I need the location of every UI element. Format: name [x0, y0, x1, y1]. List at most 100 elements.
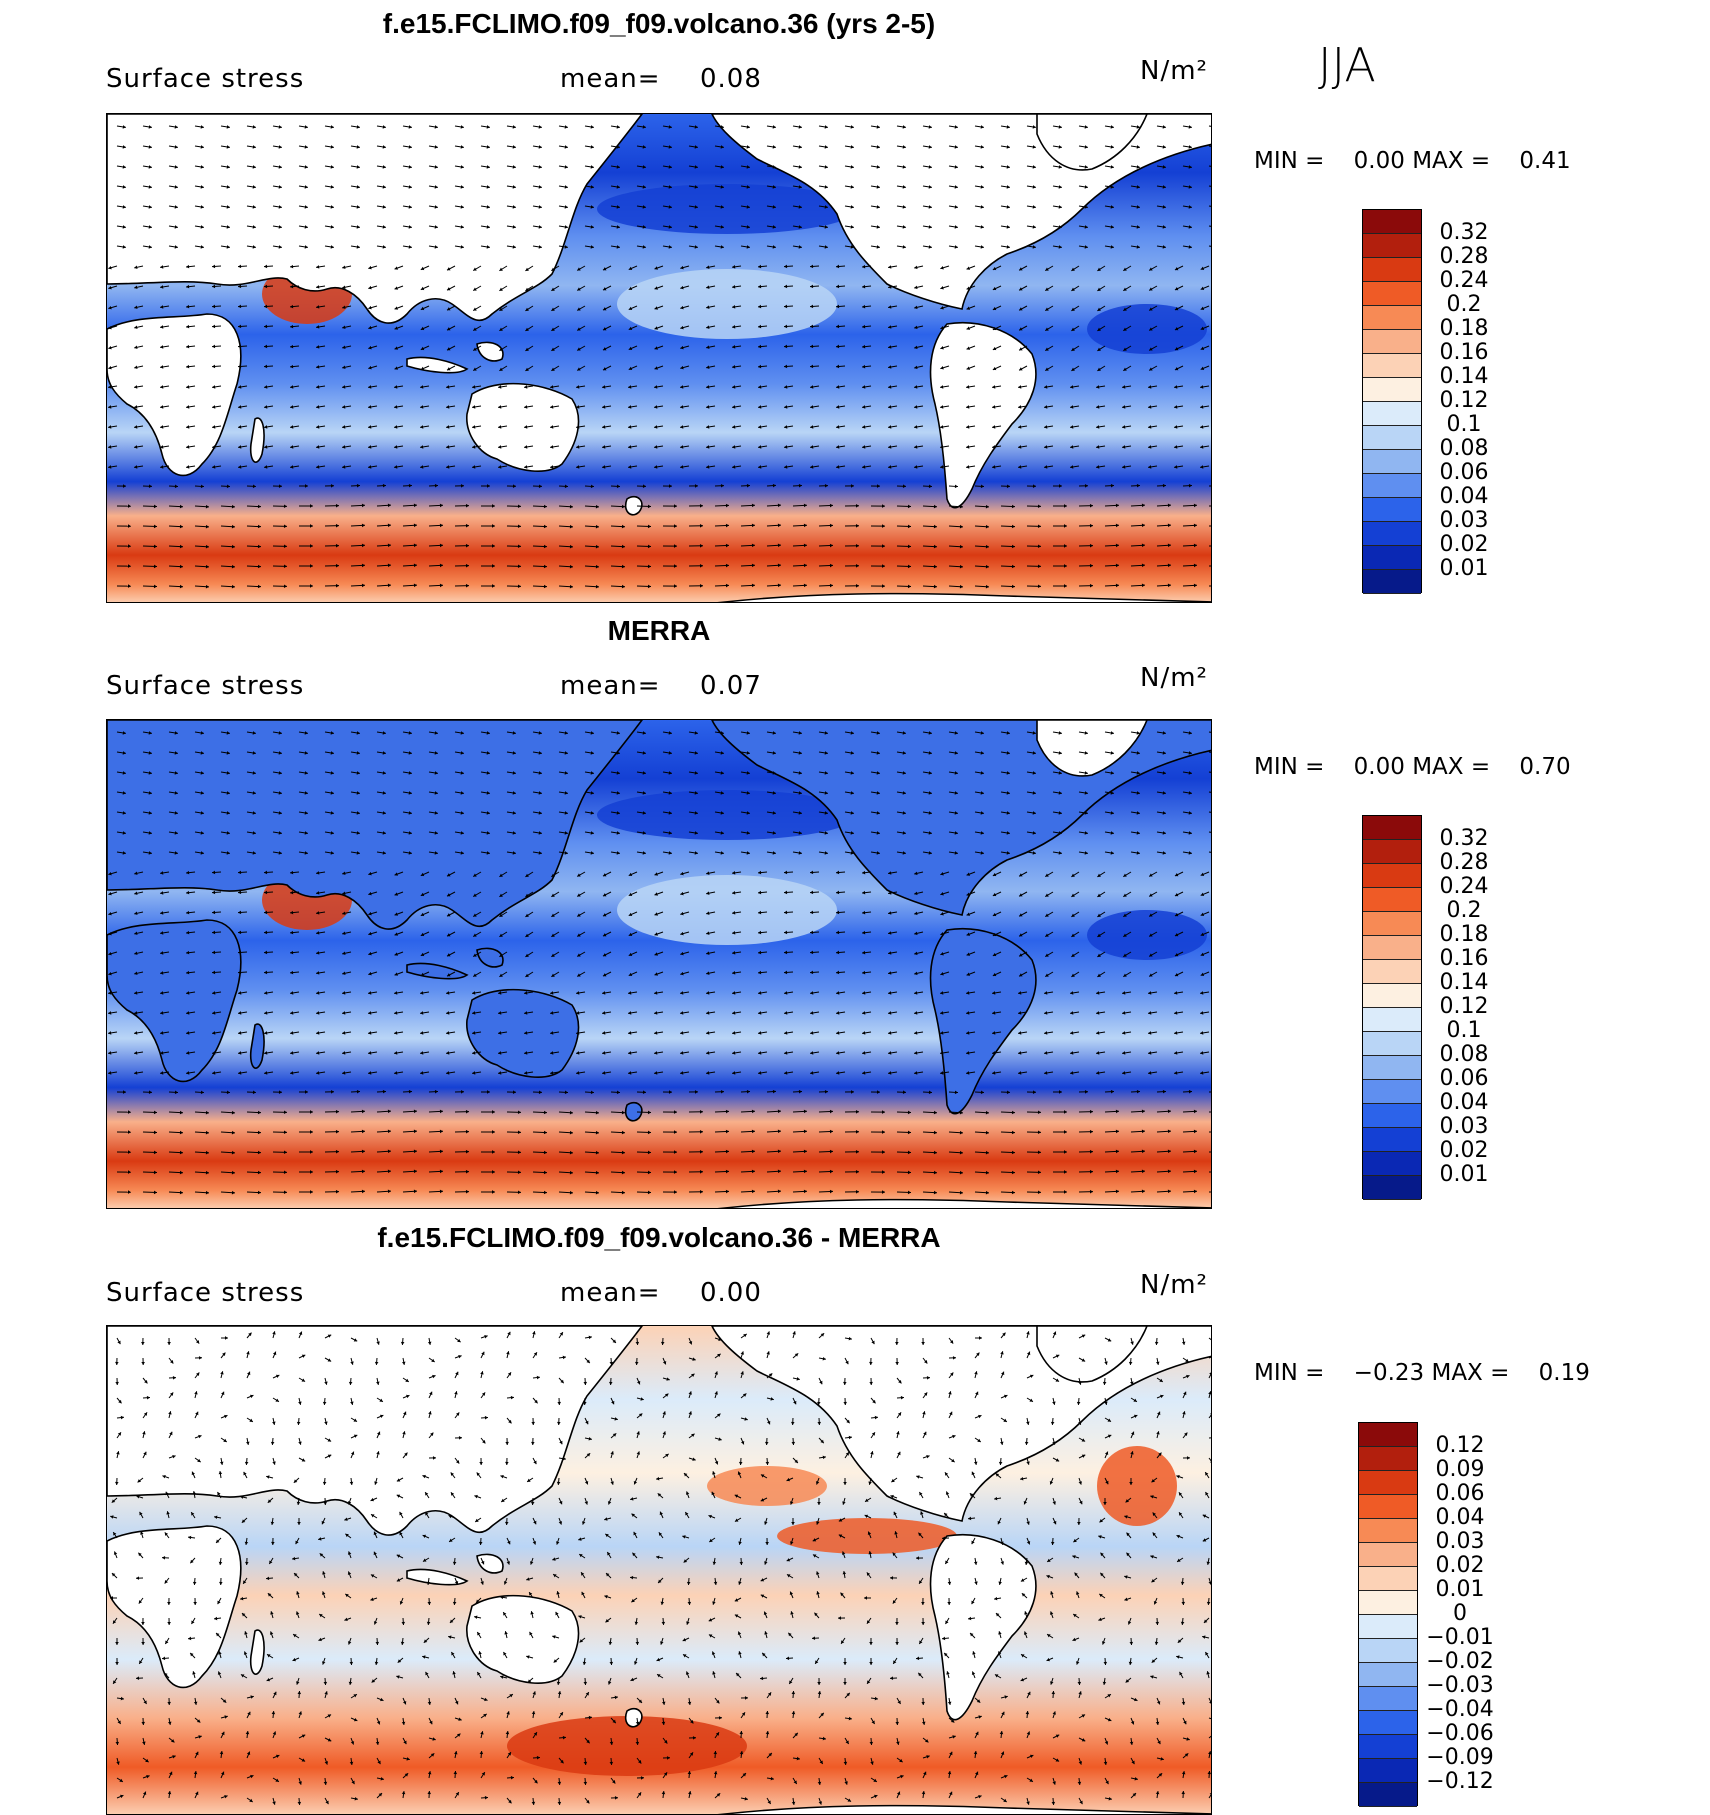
min-max-readout: MIN = 0.00 MAX = 0.70: [1254, 754, 1571, 780]
land-outline: [406, 1568, 469, 1586]
colorbar-swatch: [1359, 1471, 1417, 1495]
colorbar-tick-label: −0.01: [1426, 1625, 1494, 1650]
colorbar-tick-label: 0.06: [1435, 1481, 1485, 1506]
min-max-readout: MIN = 0.00 MAX = 0.41: [1254, 148, 1571, 174]
colorbar-swatch: [1363, 570, 1421, 594]
colorbar-tick-label: 0.12: [1439, 994, 1489, 1019]
colorbar-swatch: [1363, 1008, 1421, 1032]
colorbar-tick-label: 0.2: [1446, 292, 1482, 317]
colorbar-swatch: [1359, 1495, 1417, 1519]
colorbar-tick-label: 0.04: [1439, 484, 1489, 509]
mean-value: 0.07: [700, 671, 762, 701]
colorbar-swatch: [1359, 1639, 1417, 1663]
colorbar-swatch: [1363, 1080, 1421, 1104]
min-value: 0.00: [1353, 754, 1405, 780]
wind-arrows: [108, 731, 1211, 1195]
colorbar-swatch: [1359, 1759, 1417, 1783]
land-outline: [466, 1594, 580, 1684]
colorbar-swatch: [1359, 1735, 1417, 1759]
land-outline: [624, 495, 643, 516]
units-label: N/m²: [1140, 1270, 1208, 1300]
land-outline: [249, 1023, 265, 1069]
max-value: 0.70: [1519, 754, 1571, 780]
colorbar-tick-label: 0.03: [1439, 508, 1489, 533]
land-outline: [717, 1804, 1211, 1814]
colorbar-swatch: [1363, 1176, 1421, 1200]
max-label: MAX =: [1431, 1360, 1510, 1386]
colorbar-tick-label: 0.01: [1439, 556, 1489, 581]
colorbar-swatch: [1363, 354, 1421, 378]
land-outline: [717, 1198, 1211, 1208]
map-difference: [106, 1325, 1212, 1815]
colorbar-tick-label: 0.09: [1435, 1457, 1485, 1482]
colorbar-tick-label: 0.28: [1439, 244, 1489, 269]
stress-anomaly: [617, 269, 837, 339]
land-outline: [1036, 1326, 1148, 1383]
land-outline: [929, 322, 1037, 509]
colorbar-tick-label: −0.06: [1426, 1721, 1494, 1746]
mean-value: 0.08: [700, 64, 762, 94]
colorbar-tick-label: 0.24: [1439, 874, 1489, 899]
min-max-readout: MIN = −0.23 MAX = 0.19: [1254, 1360, 1590, 1386]
land-outline: [107, 919, 242, 1083]
colorbar-tick-label: −0.04: [1426, 1697, 1494, 1722]
season-label: JJA: [1318, 38, 1376, 92]
colorbar-tick-label: 0.02: [1439, 1138, 1489, 1163]
colorbar-tick-label: 0.1: [1446, 1018, 1482, 1043]
land-outline: [1036, 114, 1148, 171]
land-outline: [466, 988, 580, 1078]
colorbar-swatch: [1363, 426, 1421, 450]
min-value: 0.00: [1353, 148, 1405, 174]
colorbar-swatch: [1363, 1152, 1421, 1176]
colorbar-box: [1362, 209, 1422, 594]
stress-anomaly: [617, 875, 837, 945]
colorbar-swatch: [1359, 1447, 1417, 1471]
colorbar-tick-label: 0.24: [1439, 268, 1489, 293]
colorbar-tick-label: 0.03: [1439, 1114, 1489, 1139]
colorbar-tick-label: 0.1: [1446, 412, 1482, 437]
land-outline: [476, 947, 504, 968]
land-outline: [249, 1629, 265, 1675]
mean-label: mean=: [560, 1278, 661, 1308]
max-value: 0.19: [1538, 1360, 1590, 1386]
colorbar-tick-label: 0.28: [1439, 850, 1489, 875]
colorbar-swatch: [1363, 546, 1421, 570]
colorbar-tick-label: −0.09: [1426, 1745, 1494, 1770]
variable-label: Surface stress: [106, 64, 305, 94]
colorbar-swatch: [1363, 1032, 1421, 1056]
max-value: 0.41: [1519, 148, 1571, 174]
colorbar-tick-label: −0.03: [1426, 1673, 1494, 1698]
mean-label: mean=: [560, 671, 661, 701]
colorbar-tick-label: 0.12: [1439, 388, 1489, 413]
colorbar-box: [1362, 815, 1422, 1200]
colorbar-tick-label: 0.32: [1439, 220, 1489, 245]
colorbar-swatch: [1359, 1519, 1417, 1543]
colorbar-swatch: [1363, 864, 1421, 888]
colorbar-tick-label: 0.06: [1439, 1066, 1489, 1091]
colorbar-tick-label: 0.32: [1439, 826, 1489, 851]
colorbar-swatch: [1363, 306, 1421, 330]
colorbar-swatch: [1359, 1591, 1417, 1615]
min-label: MIN =: [1254, 754, 1325, 780]
land-outline: [249, 417, 265, 463]
colorbar-tick-label: 0.18: [1439, 316, 1489, 341]
colorbar-tick-label: 0.01: [1435, 1577, 1485, 1602]
colorbar-tick-label: 0.02: [1435, 1553, 1485, 1578]
colorbar-swatch: [1363, 402, 1421, 426]
units-label: N/m²: [1140, 663, 1208, 693]
colorbar-swatch: [1363, 1056, 1421, 1080]
colorbar-swatch: [1363, 816, 1421, 840]
colorbar-swatch: [1359, 1423, 1417, 1447]
stress-anomaly: [1087, 910, 1207, 960]
land-outline: [1036, 720, 1148, 777]
colorbar-swatch: [1363, 234, 1421, 258]
colorbar-swatch: [1363, 330, 1421, 354]
max-label: MAX =: [1412, 148, 1491, 174]
colorbar-swatch: [1363, 450, 1421, 474]
colorbar-swatch: [1363, 936, 1421, 960]
colorbar-swatch: [1363, 984, 1421, 1008]
colorbar-tick-label: 0.03: [1435, 1529, 1485, 1554]
colorbar-tick-label: 0: [1453, 1601, 1467, 1626]
colorbar-swatch: [1359, 1615, 1417, 1639]
colorbar-swatch: [1359, 1543, 1417, 1567]
